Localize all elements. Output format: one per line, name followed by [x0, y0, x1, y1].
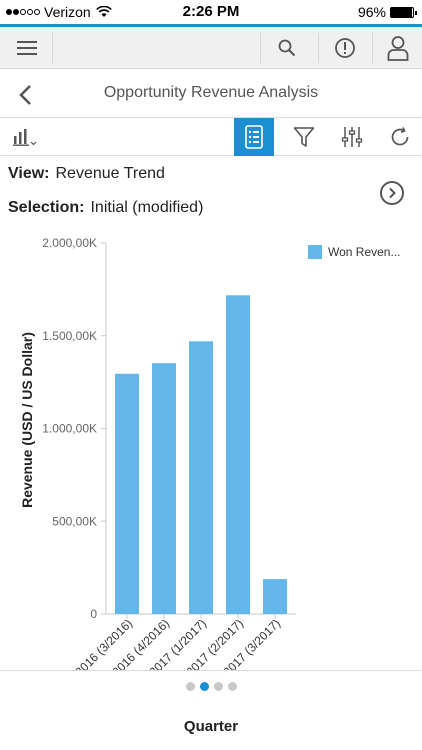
page-indicator [0, 682, 422, 691]
page-title: Opportunity Revenue Analysis [103, 84, 319, 101]
app-header [0, 27, 422, 69]
chart-type-icon [13, 129, 37, 146]
y-tick-label: 2.000,00K [42, 236, 97, 250]
signal-strength-icon [6, 9, 40, 15]
list-view-button[interactable] [234, 118, 274, 156]
menu-button[interactable] [6, 27, 48, 69]
y-tick-label: 1.000,00K [42, 422, 97, 436]
bottom-divider [0, 670, 422, 671]
header-divider [260, 33, 261, 63]
x-axis-label: Quarter [183, 718, 239, 735]
battery-fill [391, 7, 413, 17]
y-tick-label: 500,00K [52, 514, 97, 528]
refresh-button[interactable] [380, 118, 420, 156]
page-dot[interactable] [227, 682, 237, 691]
y-tick-label: 1.500,00K [42, 329, 97, 343]
title-bar: Opportunity Revenue Analysis [0, 70, 422, 118]
selection-label: Selection: [8, 199, 85, 216]
page-dot[interactable] [199, 682, 209, 691]
legend-label: Won Reven... [328, 245, 401, 259]
chart-type-button[interactable] [6, 118, 46, 156]
bar [189, 341, 213, 614]
page-dot[interactable] [185, 682, 195, 691]
battery-percent: 96% [357, 4, 386, 20]
page-dot[interactable] [213, 682, 223, 691]
bar [115, 373, 139, 614]
status-time: 2:26 PM [182, 3, 240, 20]
header-divider [52, 33, 53, 63]
bar [263, 579, 287, 614]
battery-status: 96% [357, 4, 417, 20]
bar [152, 363, 176, 614]
alerts-button[interactable] [320, 27, 370, 69]
header-divider [372, 33, 373, 63]
battery-icon [390, 6, 417, 18]
filter-button[interactable] [284, 118, 324, 156]
settings-button[interactable] [332, 118, 372, 156]
revenue-bar-chart: 0500,00K1.000,00K1.500,00K2.000,00K2016 … [42, 236, 296, 670]
view-value: Revenue Trend [55, 165, 165, 182]
carrier-name: Verizon [44, 4, 91, 20]
search-icon [278, 39, 296, 57]
view-row: View: Revenue Trend [8, 165, 165, 183]
settings-sliders-icon [341, 127, 363, 147]
user-icon [387, 36, 409, 61]
accent-line [0, 24, 422, 27]
back-button[interactable] [10, 80, 40, 110]
user-profile-button[interactable] [374, 27, 422, 69]
chart-legend: Won Reven... [308, 245, 400, 259]
search-button[interactable] [262, 27, 312, 69]
selection-row: Selection: Initial (modified) [8, 199, 203, 217]
menu-icon [17, 41, 37, 55]
next-view-button[interactable] [380, 181, 404, 205]
header-divider [318, 33, 319, 63]
list-view-icon [245, 125, 263, 149]
chevron-left-icon [19, 85, 31, 105]
legend-swatch [308, 245, 322, 259]
status-bar: Verizon 2:26 PM 96% [0, 0, 422, 24]
selection-value: Initial (modified) [90, 199, 204, 216]
filter-icon [293, 127, 315, 147]
y-tick-label: 0 [90, 607, 97, 621]
refresh-icon [391, 127, 409, 146]
carrier-signal: Verizon [6, 4, 112, 20]
chart-toolbar [0, 118, 422, 156]
view-label: View: [8, 165, 50, 182]
wifi-icon [95, 6, 112, 17]
bar [226, 295, 250, 614]
chevron-right-icon [389, 187, 396, 199]
alert-icon [335, 38, 355, 58]
